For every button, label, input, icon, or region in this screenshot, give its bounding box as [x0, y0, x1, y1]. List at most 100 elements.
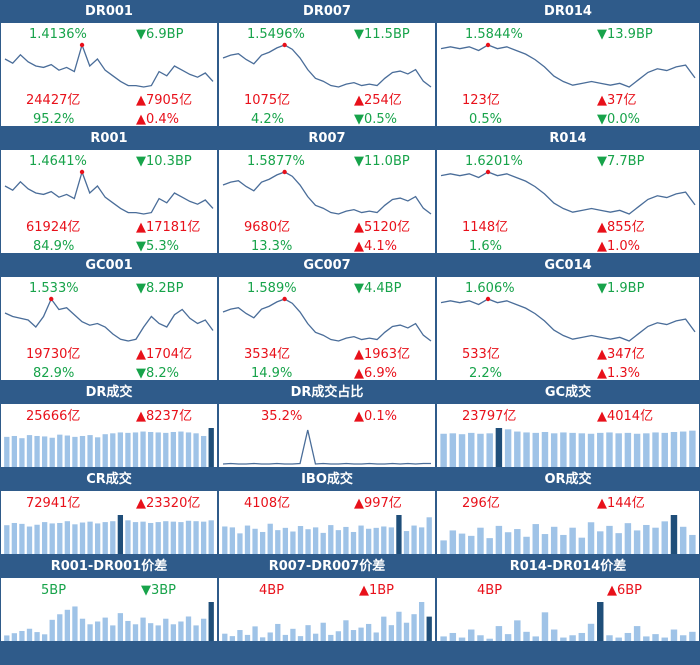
bar [643, 524, 650, 554]
bar [411, 525, 417, 554]
sparkline-series [222, 429, 431, 465]
bar [110, 521, 116, 554]
bar [335, 530, 342, 554]
bar [532, 636, 539, 641]
sparkline-series [222, 171, 432, 215]
panel-title[interactable]: R007 [219, 128, 435, 150]
bar [110, 433, 116, 467]
panel-title[interactable]: R001 [1, 128, 217, 150]
bar [102, 522, 108, 554]
sparkline-series [440, 298, 696, 342]
panel-title[interactable]: R014-DR014价差 [437, 556, 699, 578]
bar [155, 522, 161, 554]
panel-title[interactable]: DR007 [219, 1, 435, 23]
sparkline-series [4, 42, 214, 88]
bar [396, 515, 402, 554]
panel-title[interactable]: GC014 [437, 255, 699, 277]
volume-panel-4: CR成交 72941亿 ▲23320亿 [0, 468, 218, 555]
bar [185, 520, 192, 554]
share-value: 2.2% [469, 366, 503, 381]
bar [140, 431, 146, 467]
panel-title[interactable]: GC007 [219, 255, 435, 277]
bar [615, 533, 622, 554]
bar [532, 524, 539, 554]
bar [643, 433, 650, 467]
bar [193, 625, 199, 641]
bar [403, 622, 410, 641]
rate-bp-change: ▼13.9BP [597, 27, 653, 42]
bar [49, 523, 55, 554]
bar-chart [440, 428, 696, 467]
share-value: 95.2% [33, 112, 75, 127]
panel-title[interactable]: IBO成交 [219, 469, 435, 491]
panel-title[interactable]: DR成交占比 [219, 382, 435, 404]
bar [200, 521, 207, 554]
panel-title[interactable]: GC成交 [437, 382, 699, 404]
bar [597, 531, 604, 554]
sparkline-chart [4, 42, 214, 88]
bar [312, 527, 319, 554]
bar [679, 635, 687, 641]
bar [440, 433, 447, 467]
panel-title[interactable]: R001-DR001价差 [1, 556, 217, 578]
bar [290, 531, 296, 554]
panel-title[interactable]: GC001 [1, 255, 217, 277]
bar [26, 628, 33, 641]
bar [41, 634, 48, 641]
bar [4, 436, 10, 467]
spread-panel-3: R014-DR014价差 4BP ▲6BP [436, 555, 700, 642]
sparkline-max-point [282, 42, 287, 48]
bar [373, 632, 379, 641]
bar-chart [440, 515, 696, 554]
sparkline-series [222, 298, 432, 342]
rate-bp-change: ▼11.5BP [354, 27, 410, 42]
sparkline-chart [222, 169, 432, 215]
bar [661, 521, 668, 554]
volume-panel-2: DR成交占比 35.2% ▲0.1% [218, 381, 436, 468]
panel-title[interactable]: DR001 [1, 1, 217, 23]
rate-bp-change: ▼8.2BP [136, 281, 184, 296]
bar [328, 634, 334, 641]
volume-value: 296亿 [462, 496, 500, 511]
bar [282, 634, 289, 641]
bar [661, 637, 668, 641]
bar [19, 438, 25, 467]
bar [222, 526, 228, 554]
panel-title[interactable]: CR成交 [1, 469, 217, 491]
volume-value: 61924亿 [26, 220, 81, 235]
panel-title[interactable]: DR014 [437, 1, 699, 23]
bar-chart [440, 602, 696, 641]
bar [94, 523, 101, 554]
bar [381, 526, 387, 554]
rate-panel-dr007: DR007 1.5496% ▼11.5BP 1075亿 ▲254亿 4.2% ▼0.5% [218, 0, 436, 127]
bar [185, 616, 192, 641]
bar [569, 635, 576, 641]
bar [477, 433, 484, 467]
bar [305, 529, 311, 554]
bar [523, 432, 530, 467]
volume-change: ▲997亿 [354, 496, 402, 511]
bar [290, 628, 296, 641]
sparkline-chart [440, 296, 696, 342]
bar [560, 432, 567, 467]
panel-title[interactable]: DR成交 [1, 382, 217, 404]
bar [597, 602, 604, 641]
volume-change: ▲7905亿 [136, 93, 193, 108]
bar [305, 625, 311, 641]
bar [237, 630, 243, 641]
bar [57, 522, 63, 554]
panel-title[interactable]: OR成交 [437, 469, 699, 491]
panel-title[interactable]: R014 [437, 128, 699, 150]
volume-change: ▲1704亿 [136, 347, 193, 362]
bar [652, 527, 659, 554]
bar [477, 527, 484, 554]
bar [350, 531, 357, 554]
panel-title[interactable]: R007-DR007价差 [219, 556, 435, 578]
volume-value: 25666亿 [26, 409, 81, 424]
bar [578, 632, 586, 641]
bar [532, 432, 539, 467]
spread-panel-1: R001-DR001价差 5BP ▼3BP [0, 555, 218, 642]
volume-value: 3534亿 [244, 347, 291, 362]
share-value: 0.5% [469, 112, 503, 127]
bar [267, 632, 273, 641]
